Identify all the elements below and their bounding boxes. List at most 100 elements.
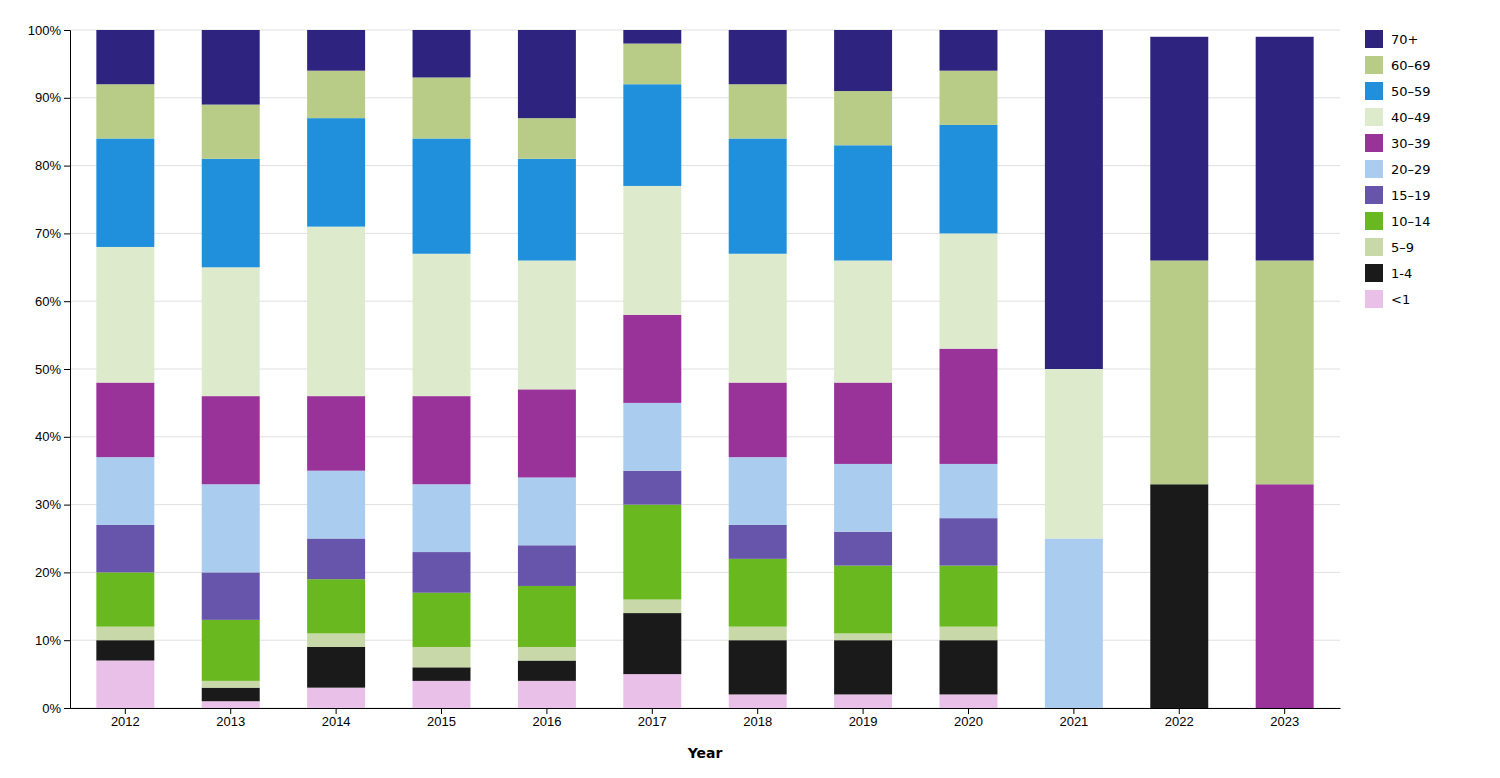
bar-segment [202, 701, 260, 708]
tick-label: 2019 [849, 714, 878, 729]
tick-mark [1284, 708, 1285, 714]
bar-segment [96, 383, 154, 458]
tick-mark [64, 301, 70, 302]
tick-mark [64, 437, 70, 438]
tick-mark [1179, 708, 1180, 714]
tick-label: 50% [35, 362, 61, 377]
tick-label: 60% [35, 294, 61, 309]
bar-segment [413, 552, 471, 593]
bar-segment [202, 620, 260, 681]
legend-item: 20–29 [1365, 160, 1431, 178]
bar-segment [940, 518, 998, 565]
legend-label: 15–19 [1391, 188, 1431, 203]
bar-segment [96, 84, 154, 138]
tick-mark [64, 708, 70, 709]
legend-swatch [1365, 56, 1383, 74]
tick-mark [64, 166, 70, 167]
y-tick: 100% [28, 23, 70, 38]
legend-label: 5–9 [1391, 240, 1414, 255]
y-tick: 30% [35, 497, 70, 512]
bar-segment [96, 138, 154, 246]
bar-segment [729, 627, 787, 641]
tick-label: 20% [35, 565, 61, 580]
plot: 0%10%20%30%40%50%60%70%80%90%100%2012201… [28, 23, 1341, 761]
bar-segment [307, 396, 365, 471]
bar-segment [96, 640, 154, 660]
bar-segment [623, 471, 681, 505]
bar-segment [834, 383, 892, 464]
legend-label: 70+ [1391, 32, 1418, 47]
bar-segment [623, 403, 681, 471]
bar-segment [96, 247, 154, 383]
bar-segment [413, 396, 471, 484]
bar-segment [834, 464, 892, 532]
bar-segment [729, 254, 787, 383]
legend-label: <1 [1391, 292, 1410, 307]
bar-segment [834, 633, 892, 640]
legend-label: 60–69 [1391, 58, 1431, 73]
bar-segment [834, 145, 892, 260]
grid-line [70, 504, 1340, 505]
tick-label: 2012 [111, 714, 140, 729]
bar-segment [96, 572, 154, 626]
tick-mark [64, 572, 70, 573]
bar-segment [518, 30, 576, 118]
bar-segment [202, 267, 260, 396]
bar-segment [623, 186, 681, 315]
bar-segment [307, 118, 365, 226]
bar-segment [202, 30, 260, 105]
tick-mark [336, 708, 337, 714]
bar-segment [518, 681, 576, 708]
bar-segment [729, 694, 787, 708]
bar-segment [1150, 37, 1208, 261]
bar-segment [1256, 261, 1314, 485]
legend-item: 50–59 [1365, 82, 1431, 100]
bar-segment [940, 566, 998, 627]
tick-label: 90% [35, 90, 61, 105]
legend-label: 10–14 [1391, 214, 1431, 229]
bar-segment [729, 640, 787, 694]
bar-segment [307, 227, 365, 397]
bar-segment [1150, 261, 1208, 485]
bar-segment [518, 118, 576, 159]
grid-line [70, 97, 1340, 98]
grid-line [70, 708, 1340, 709]
legend-label: 1-4 [1391, 266, 1412, 281]
y-tick: 40% [35, 429, 70, 444]
grid-line [70, 165, 1340, 166]
x-axis-title: Year [687, 745, 723, 761]
bar-segment [834, 91, 892, 145]
legend-item: 60–69 [1365, 56, 1431, 74]
tick-mark [64, 233, 70, 234]
bar-series [96, 315, 1313, 708]
bar-segment [623, 84, 681, 186]
x-tick: 2023 [1270, 708, 1299, 729]
tick-label: 2023 [1270, 714, 1299, 729]
bar-segment [940, 71, 998, 125]
legend-swatch [1365, 186, 1383, 204]
bar-segment [623, 44, 681, 85]
x-tick: 2019 [849, 708, 878, 729]
tick-label: 70% [35, 226, 61, 241]
bar-segment [729, 138, 787, 253]
bar-series [96, 484, 1208, 708]
bar-segment [729, 525, 787, 559]
legend-item: <1 [1365, 290, 1410, 308]
bar-segment [307, 30, 365, 71]
tick-mark [652, 708, 653, 714]
y-axis: 0%10%20%30%40%50%60%70%80%90%100% [28, 23, 71, 716]
bar-segment [202, 688, 260, 702]
axis-line [64, 31, 71, 709]
grid-line [70, 572, 1340, 573]
bar-segment [623, 315, 681, 403]
bar-segment [413, 254, 471, 396]
y-tick: 90% [35, 90, 70, 105]
legend-swatch [1365, 134, 1383, 152]
grid [70, 30, 1340, 708]
legend-label: 50–59 [1391, 84, 1431, 99]
legend-item: 1-4 [1365, 264, 1412, 282]
bar-segment [940, 464, 998, 518]
legend-item: 70+ [1365, 30, 1418, 48]
bar-segment [834, 532, 892, 566]
legend-item: 40–49 [1365, 108, 1431, 126]
